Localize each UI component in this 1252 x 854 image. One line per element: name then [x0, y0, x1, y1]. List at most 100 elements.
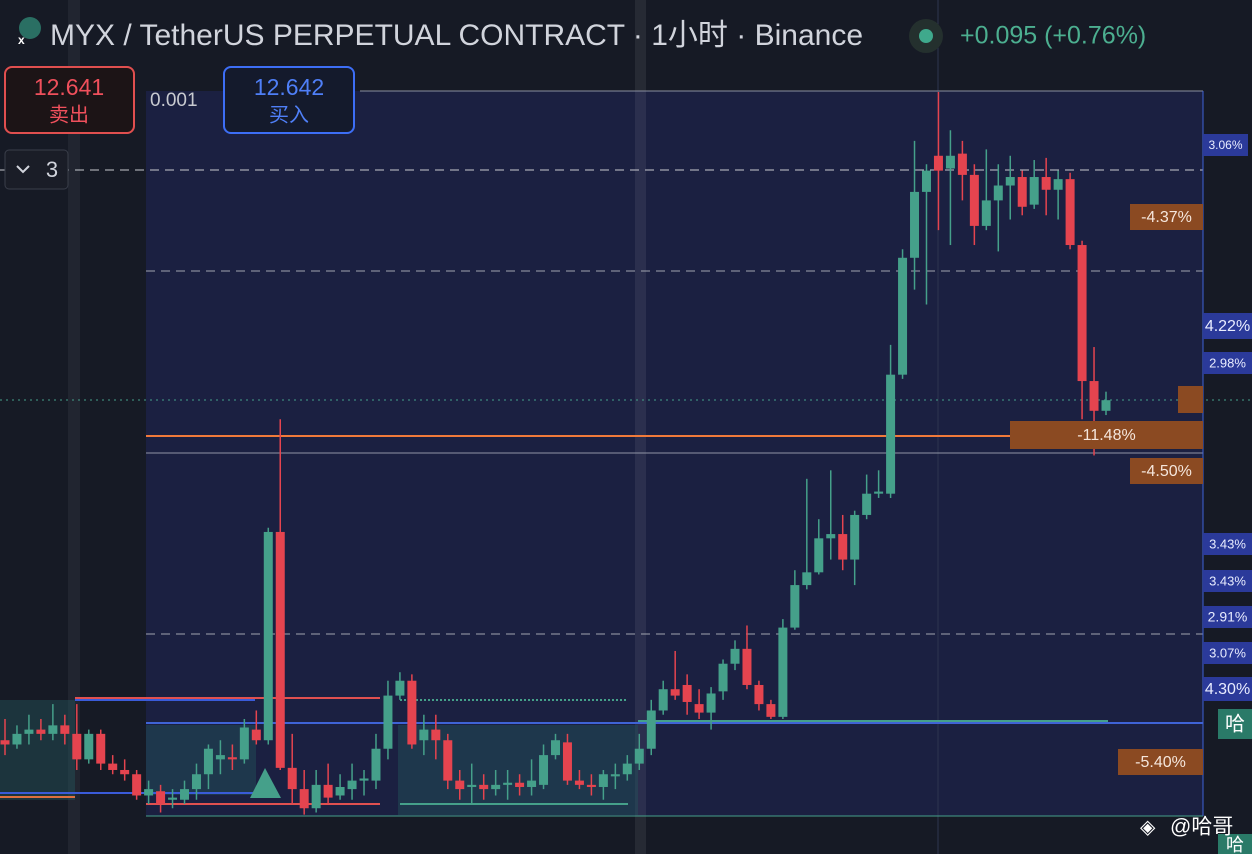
price-label-box	[1203, 642, 1252, 664]
candle-body	[898, 257, 908, 375]
candle-body	[969, 174, 979, 226]
candle-body	[670, 689, 680, 696]
candle-body	[1029, 177, 1039, 205]
price-label-box	[1218, 709, 1252, 739]
price-label: 哈	[1226, 835, 1244, 854]
candle-body	[407, 680, 417, 745]
candle-body	[778, 627, 788, 717]
price-label-box	[1203, 533, 1252, 555]
candle-body	[574, 780, 584, 785]
candle-body	[1005, 177, 1015, 186]
candle-body	[742, 648, 752, 685]
candle-body	[467, 784, 477, 787]
price-label: 2.91%	[1208, 609, 1248, 625]
candle-body	[551, 740, 560, 756]
candle-body	[826, 534, 836, 539]
price-label-box	[1203, 352, 1252, 374]
candle-body	[1065, 179, 1075, 246]
candle-body	[634, 748, 644, 764]
buy-button[interactable]	[223, 66, 355, 134]
candle-body	[981, 200, 991, 226]
price-label-box	[1010, 421, 1203, 449]
price-tag	[1178, 386, 1203, 413]
sell-button[interactable]	[4, 66, 135, 134]
price-label-box	[1203, 606, 1252, 628]
candle-body	[419, 729, 429, 741]
candle-body	[802, 572, 812, 586]
candle-body	[730, 648, 740, 664]
candle-body	[754, 684, 764, 705]
buy-price: 12.642	[254, 74, 324, 100]
symbol-title: MYX / TetherUS PERPETUAL CONTRACT · 1小时 …	[50, 19, 863, 52]
candle-body	[718, 663, 728, 692]
candle-body	[933, 155, 943, 171]
candle-body	[610, 774, 620, 777]
buy-label: 买入	[269, 104, 309, 126]
status-dot	[919, 29, 933, 43]
candle-body	[1101, 400, 1111, 411]
candle-body	[215, 755, 225, 760]
candle-body	[132, 774, 142, 796]
candle-body	[108, 763, 118, 770]
candle-body	[168, 797, 178, 800]
price-label: 3.43%	[1209, 536, 1246, 551]
candle-body	[156, 791, 166, 804]
candle-body	[862, 493, 872, 515]
signal-triangle	[250, 768, 281, 798]
session-band	[68, 0, 80, 854]
price-label-box	[1118, 749, 1203, 775]
candle-body	[395, 680, 405, 696]
candle-body	[287, 767, 297, 790]
sell-label: 卖出	[49, 103, 89, 126]
candle-body	[850, 514, 860, 560]
price-change: +0.095 (+0.76%)	[960, 22, 1146, 50]
candles	[0, 92, 1111, 815]
price-label-box	[1203, 570, 1252, 592]
price-label: 4.22%	[1205, 318, 1250, 335]
candle-body	[311, 784, 321, 809]
candle-body	[443, 740, 453, 781]
exchange-icon: x	[18, 33, 25, 47]
price-label: -5.40%	[1135, 754, 1186, 771]
price-label: 2.98%	[1209, 355, 1246, 370]
spread: 0.001	[150, 90, 198, 111]
candle-body	[838, 534, 848, 560]
candle-body	[1077, 245, 1087, 382]
collapse-button[interactable]	[4, 149, 69, 190]
candle-body	[24, 729, 34, 734]
candle-body	[263, 531, 273, 741]
candle-body	[431, 729, 441, 741]
candle-body	[682, 684, 692, 702]
candle-body	[527, 780, 537, 787]
candle-body	[275, 531, 285, 768]
candle-body	[503, 782, 513, 785]
candle-body	[1041, 177, 1051, 190]
coin-icon	[19, 17, 41, 39]
price-label-box	[1203, 677, 1252, 701]
candle-body	[814, 538, 824, 573]
candle-body	[60, 725, 70, 734]
candle-body	[347, 780, 357, 790]
candle-body	[180, 789, 190, 800]
candle-body	[1089, 381, 1099, 411]
candle-body	[694, 704, 704, 713]
price-label: 哈	[1225, 712, 1245, 735]
candle-body	[335, 786, 345, 796]
price-label: 3.07%	[1209, 645, 1246, 660]
candle-body	[658, 689, 668, 711]
candle-body	[371, 748, 381, 781]
price-label: 3.06%	[1208, 138, 1242, 152]
candle-body	[921, 170, 931, 192]
candle-body	[0, 740, 10, 745]
price-labels: 3.06% -4.37% 4.22% 2.98% -11.48% -4.50% 3.43% 3…	[1010, 134, 1252, 854]
collapse-count: 3	[46, 157, 58, 182]
watermark: @哈哥	[1170, 816, 1233, 839]
candle-body	[945, 155, 955, 169]
chevron-icon	[16, 165, 30, 174]
candle-body	[48, 725, 58, 734]
candle-body	[227, 757, 237, 760]
candle-body	[491, 784, 501, 790]
candle-body	[120, 769, 130, 775]
